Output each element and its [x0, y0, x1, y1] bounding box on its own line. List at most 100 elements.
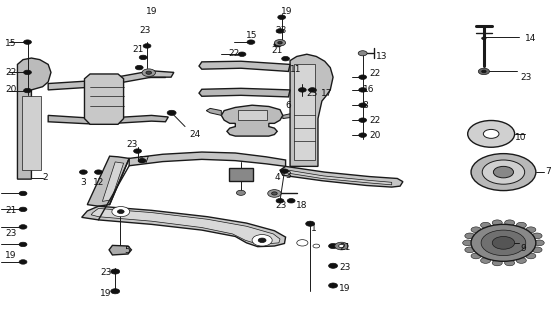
Circle shape	[505, 260, 515, 266]
Text: 19: 19	[339, 284, 351, 293]
Text: 17: 17	[321, 89, 332, 98]
Text: 23: 23	[276, 201, 287, 210]
Circle shape	[247, 40, 255, 44]
Circle shape	[482, 70, 486, 73]
Circle shape	[359, 118, 367, 123]
Circle shape	[136, 65, 143, 70]
Circle shape	[482, 37, 486, 40]
Circle shape	[526, 253, 536, 259]
Circle shape	[298, 88, 306, 92]
Circle shape	[505, 220, 515, 226]
Polygon shape	[280, 166, 403, 187]
Circle shape	[482, 160, 525, 184]
Circle shape	[167, 110, 176, 116]
Circle shape	[516, 258, 526, 263]
Circle shape	[274, 40, 286, 46]
Circle shape	[526, 227, 536, 233]
Text: 14: 14	[525, 35, 536, 44]
Text: 23: 23	[5, 229, 16, 238]
Polygon shape	[48, 71, 174, 90]
Circle shape	[272, 192, 277, 195]
Text: 19: 19	[100, 289, 111, 298]
Polygon shape	[22, 96, 41, 170]
Circle shape	[19, 191, 27, 196]
Circle shape	[80, 170, 87, 174]
Text: 22: 22	[5, 68, 16, 77]
Text: 21: 21	[339, 243, 351, 252]
Text: 20: 20	[5, 85, 16, 94]
Circle shape	[238, 52, 246, 56]
Text: 18: 18	[296, 201, 307, 210]
Text: 15: 15	[5, 39, 16, 48]
Text: 5: 5	[125, 246, 130, 255]
Text: 24: 24	[189, 130, 200, 139]
Text: 4: 4	[274, 173, 280, 182]
Circle shape	[19, 242, 27, 247]
Circle shape	[252, 235, 272, 246]
Circle shape	[483, 129, 499, 138]
Circle shape	[24, 70, 31, 75]
Circle shape	[468, 121, 515, 147]
Circle shape	[236, 190, 245, 196]
Circle shape	[359, 88, 367, 92]
Polygon shape	[238, 110, 267, 120]
Circle shape	[111, 289, 120, 294]
Circle shape	[358, 51, 367, 56]
Circle shape	[111, 269, 120, 274]
Polygon shape	[85, 74, 124, 124]
Text: 19: 19	[146, 7, 157, 16]
Circle shape	[287, 198, 295, 203]
Text: 23: 23	[276, 27, 287, 36]
Text: 8: 8	[363, 101, 368, 110]
Circle shape	[329, 263, 338, 268]
Text: 6: 6	[286, 101, 291, 110]
Circle shape	[532, 247, 542, 253]
Circle shape	[24, 88, 31, 93]
Polygon shape	[91, 208, 280, 244]
Circle shape	[278, 15, 286, 20]
Circle shape	[282, 56, 290, 61]
Circle shape	[19, 225, 27, 229]
Circle shape	[471, 154, 536, 191]
Polygon shape	[87, 156, 129, 206]
Text: 23: 23	[127, 140, 138, 148]
Circle shape	[274, 43, 282, 47]
Text: 3: 3	[81, 178, 86, 187]
Circle shape	[19, 260, 27, 264]
Text: 19: 19	[5, 251, 16, 260]
Text: 23: 23	[307, 89, 318, 98]
Circle shape	[281, 169, 288, 173]
Text: 22: 22	[370, 116, 381, 125]
Circle shape	[134, 149, 142, 153]
Circle shape	[258, 238, 266, 243]
Circle shape	[309, 88, 316, 92]
Circle shape	[268, 190, 281, 197]
Polygon shape	[102, 162, 124, 201]
Circle shape	[276, 198, 284, 203]
Polygon shape	[206, 108, 221, 116]
Circle shape	[138, 158, 146, 163]
Circle shape	[493, 166, 514, 178]
Circle shape	[118, 210, 124, 213]
Circle shape	[463, 240, 473, 246]
Text: 23: 23	[139, 27, 151, 36]
Circle shape	[278, 42, 282, 44]
Circle shape	[142, 69, 156, 76]
Circle shape	[143, 44, 151, 48]
Text: 13: 13	[376, 52, 388, 61]
Circle shape	[465, 233, 475, 239]
Text: 10: 10	[515, 133, 526, 142]
Polygon shape	[228, 168, 253, 181]
Circle shape	[95, 170, 102, 174]
Circle shape	[492, 220, 502, 226]
Circle shape	[112, 206, 130, 217]
Circle shape	[297, 240, 308, 246]
Text: 9: 9	[520, 244, 526, 253]
Circle shape	[146, 71, 152, 74]
Circle shape	[478, 68, 489, 75]
Text: 17: 17	[139, 156, 151, 164]
Circle shape	[465, 247, 475, 253]
Text: 23: 23	[100, 268, 111, 277]
Text: 20: 20	[370, 131, 381, 140]
Text: 19: 19	[281, 7, 292, 16]
